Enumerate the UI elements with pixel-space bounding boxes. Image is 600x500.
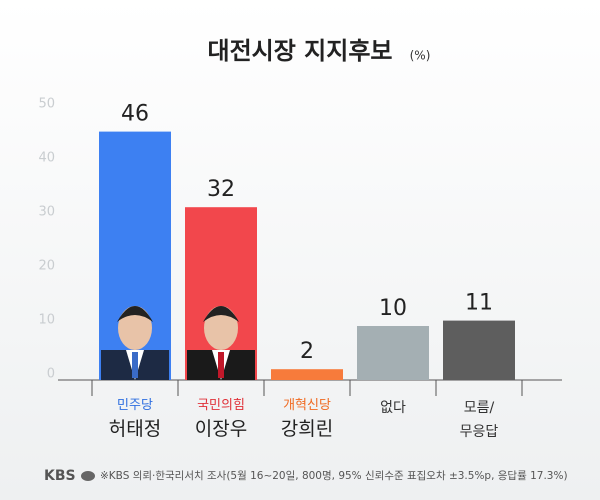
value-label: 32 — [207, 177, 235, 202]
party-label: 국민의힘 — [197, 398, 245, 413]
photo-hair — [203, 306, 239, 322]
logo-mark — [81, 471, 95, 481]
photo-tie — [218, 352, 224, 378]
x-tick-label: 허태정 — [108, 418, 162, 440]
value-label: 46 — [121, 102, 149, 127]
source-note: ※KBS 의뢰·한국리서치 조사(5월 16~20일, 800명, 95% 신뢰… — [100, 469, 568, 482]
value-label: 10 — [379, 296, 407, 321]
photo-face — [118, 306, 152, 350]
y-tick-label: 50 — [38, 97, 55, 112]
photo-hair — [117, 306, 153, 322]
x-tick-label: 모름/ 무응답 — [459, 400, 499, 440]
category-label: 모름/ 무응답 — [436, 396, 522, 444]
x-tick-label: 없다 — [380, 400, 406, 416]
bar — [357, 326, 429, 380]
category-label: 없다 — [350, 396, 436, 420]
logo: KBS — [44, 468, 76, 484]
value-label: 11 — [465, 291, 493, 316]
y-tick-label: 20 — [38, 259, 55, 274]
unit-label: (%) — [410, 49, 431, 63]
bar — [443, 320, 515, 380]
party-label: 민주당 — [117, 398, 153, 413]
photo-tie — [132, 352, 138, 378]
y-tick-label: 30 — [38, 205, 55, 220]
y-tick-label: 40 — [38, 151, 55, 166]
party-label: 개혁신당 — [283, 398, 331, 413]
y-tick-label: 10 — [38, 313, 55, 328]
photo-face — [204, 306, 238, 350]
x-tick-label: 강희린 — [280, 418, 334, 440]
x-tick-label: 이장우 — [194, 418, 248, 440]
bar — [271, 369, 343, 380]
y-tick-label: 0 — [47, 367, 55, 382]
value-label: 2 — [300, 339, 314, 364]
chart-title: 대전시장 지지후보 — [208, 37, 393, 65]
